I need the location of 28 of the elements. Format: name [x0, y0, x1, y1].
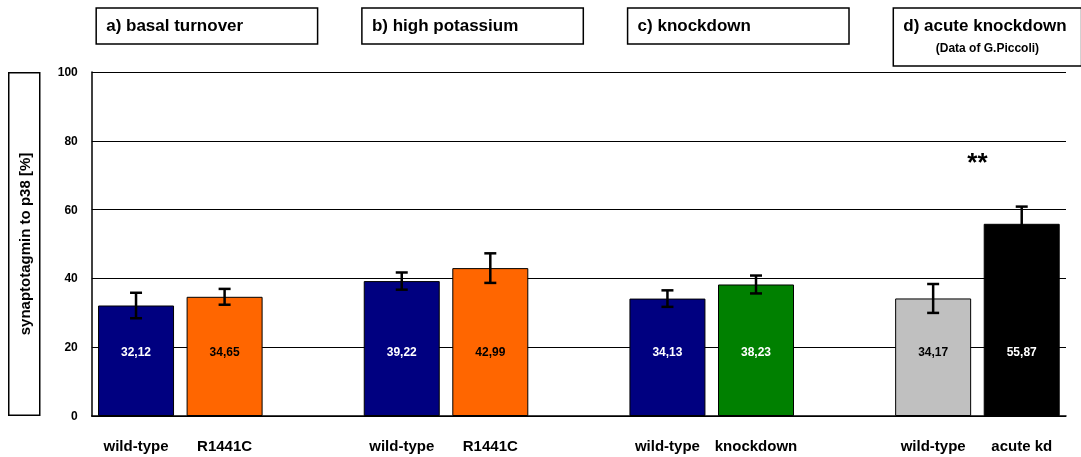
y-axis-title: synaptotagmin to p38 [%]: [15, 152, 33, 336]
data-label: 32,12: [121, 345, 152, 359]
x-tick-label: wild-type: [633, 437, 700, 454]
x-tick-label: wild-type: [899, 437, 966, 454]
y-tick-label: 40: [64, 271, 79, 286]
text: d) acute knockdown (Data of G.Piccoli): [903, 16, 1067, 55]
x-tick-label: wild-type: [368, 437, 435, 454]
text: b) high potassium: [371, 16, 519, 35]
text: a) basal turnover: [106, 16, 244, 35]
data-label: 39,22: [386, 345, 418, 359]
data-label: 34,65: [209, 345, 240, 359]
y-tick-label: 100: [57, 65, 79, 79]
data-label: 55,87: [1006, 345, 1038, 359]
y-tick-label: 20: [64, 340, 79, 355]
annotation: **: [967, 146, 989, 177]
data-label: 34,13: [652, 345, 683, 359]
data-label: 34,17: [918, 345, 949, 359]
text: c) knockdown: [637, 16, 751, 35]
data-label: 38,23: [741, 345, 772, 359]
y-tick-label: 0: [71, 409, 79, 423]
y-tick-label: 60: [64, 202, 79, 217]
x-tick-label: acute kd: [991, 437, 1053, 454]
data-label: 42,99: [475, 345, 506, 359]
x-tick-label: knockdown: [714, 437, 798, 454]
x-tick-label: R1441C: [197, 437, 253, 454]
x-tick-label: wild-type: [102, 437, 169, 454]
x-tick-label: R1441C: [462, 437, 518, 454]
y-tick-label: 80: [64, 133, 79, 148]
